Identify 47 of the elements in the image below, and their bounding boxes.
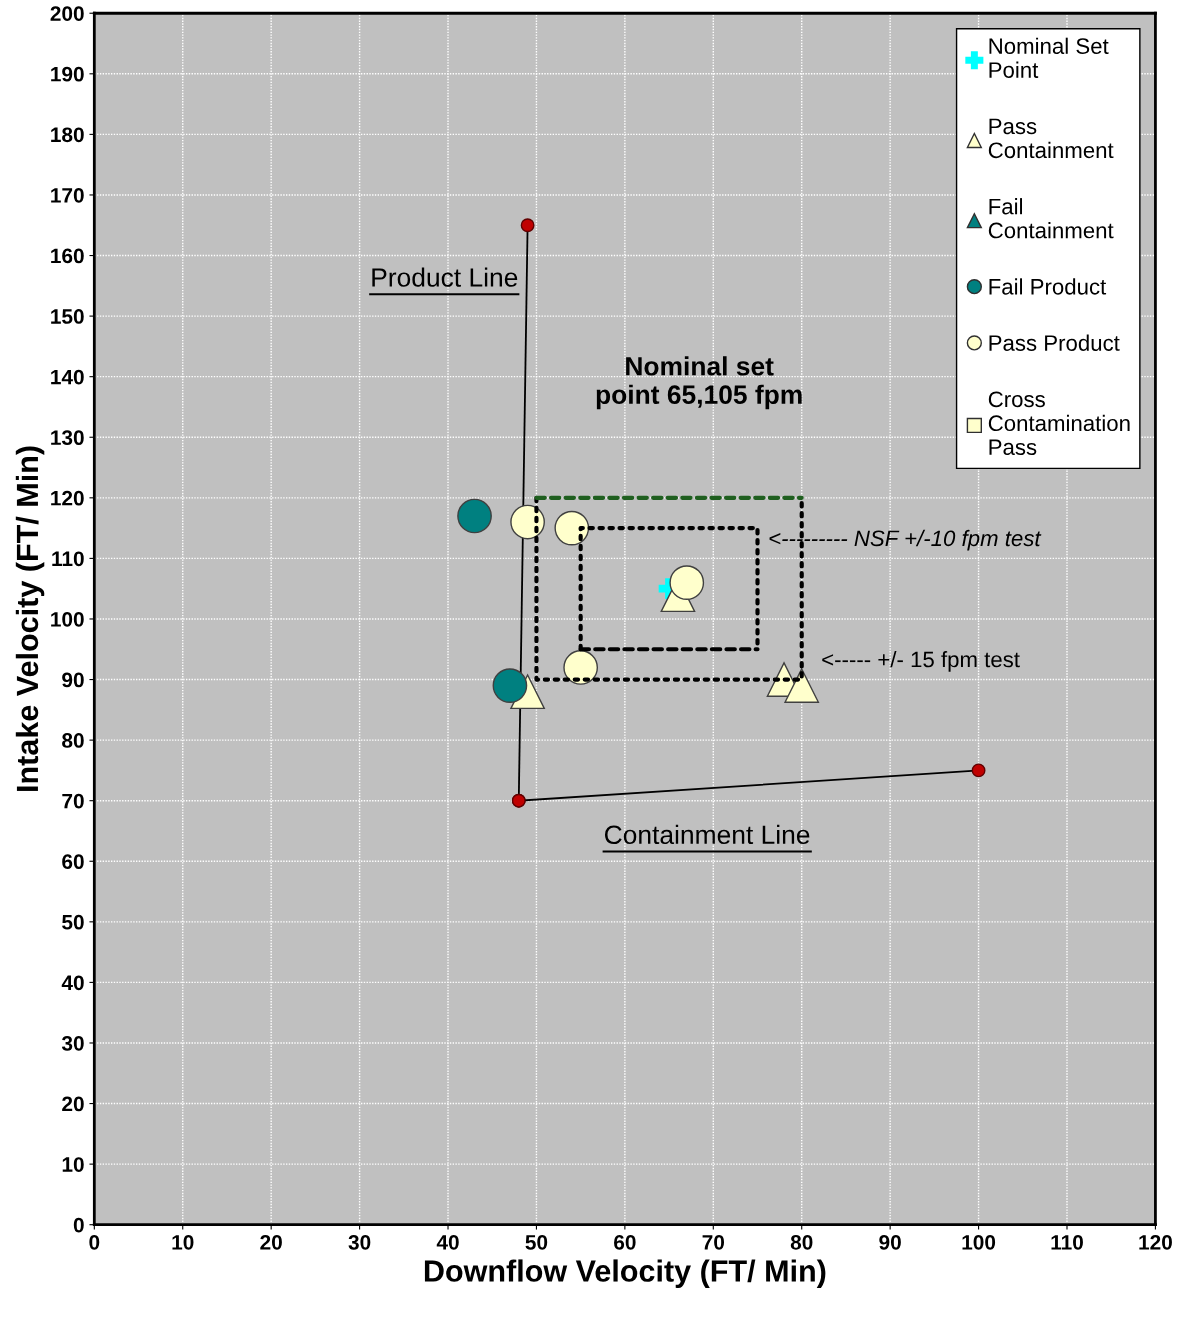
y-tick-label: 150 — [51, 309, 84, 324]
y-tick-label: 10 — [62, 1157, 84, 1172]
y-tick-label: 90 — [62, 672, 84, 688]
legend-label: Pass Containment — [988, 118, 1114, 159]
y-tick-label: 110 — [52, 551, 84, 567]
x-tick-label: 10 — [172, 1234, 194, 1250]
annotation: <----- +/- 15 fpm test — [822, 651, 1020, 672]
y-tick-label: 140 — [51, 369, 84, 385]
x-axis-title: Downflow Velocity (FT/ Min) — [424, 1259, 826, 1288]
y-tick-label: 80 — [62, 733, 84, 748]
legend-label: Pass Product — [989, 334, 1120, 351]
annotation: Product Line — [372, 267, 518, 287]
legend-label: Fail Product — [989, 278, 1107, 295]
y-tick-label: 190 — [51, 66, 84, 82]
y-tick-label: 170 — [51, 187, 84, 203]
legend-label: Fail Containment — [988, 198, 1114, 239]
y-tick-label: 50 — [62, 914, 84, 930]
x-tick-label: 80 — [790, 1234, 813, 1250]
y-tick-label: 160 — [51, 248, 84, 264]
annotation: <--------- NSF +/-10 fpm test — [769, 529, 1042, 551]
x-tick-label: 110 — [1051, 1234, 1083, 1250]
legend-label: Nominal Set Point — [989, 37, 1109, 78]
y-tick-label: 60 — [62, 854, 84, 870]
y-tick-label: 0 — [73, 1217, 84, 1233]
y-tick-label: 180 — [51, 127, 84, 143]
y-tick-label: 30 — [61, 1035, 84, 1051]
legend-label: Cross Contamination Pass — [988, 391, 1130, 456]
x-tick-label: 90 — [879, 1234, 901, 1250]
x-tick-label: 120 — [1139, 1234, 1172, 1250]
y-tick-label: 40 — [61, 975, 84, 991]
x-tick-label: 60 — [614, 1234, 636, 1250]
x-tick-label: 40 — [436, 1234, 459, 1250]
x-tick-label: 70 — [702, 1234, 725, 1250]
y-tick-label: 120 — [51, 490, 84, 506]
x-tick-label: 50 — [525, 1234, 548, 1250]
y-axis-title: Intake Velocity (FT/ Min) — [15, 446, 45, 791]
annotation: Nominal set point 65,105 fpm — [596, 356, 802, 410]
y-tick-label: 20 — [62, 1096, 84, 1112]
y-tick-label: 200 — [50, 6, 84, 21]
x-tick-label: 20 — [260, 1234, 282, 1250]
x-tick-label: 30 — [348, 1234, 371, 1250]
y-tick-label: 130 — [51, 430, 84, 446]
y-tick-label: 100 — [51, 611, 84, 627]
annotation: Containment Line — [604, 824, 810, 845]
x-tick-label: 0 — [89, 1234, 100, 1250]
x-tick-label: 100 — [962, 1234, 996, 1250]
y-tick-label: 70 — [62, 793, 84, 809]
